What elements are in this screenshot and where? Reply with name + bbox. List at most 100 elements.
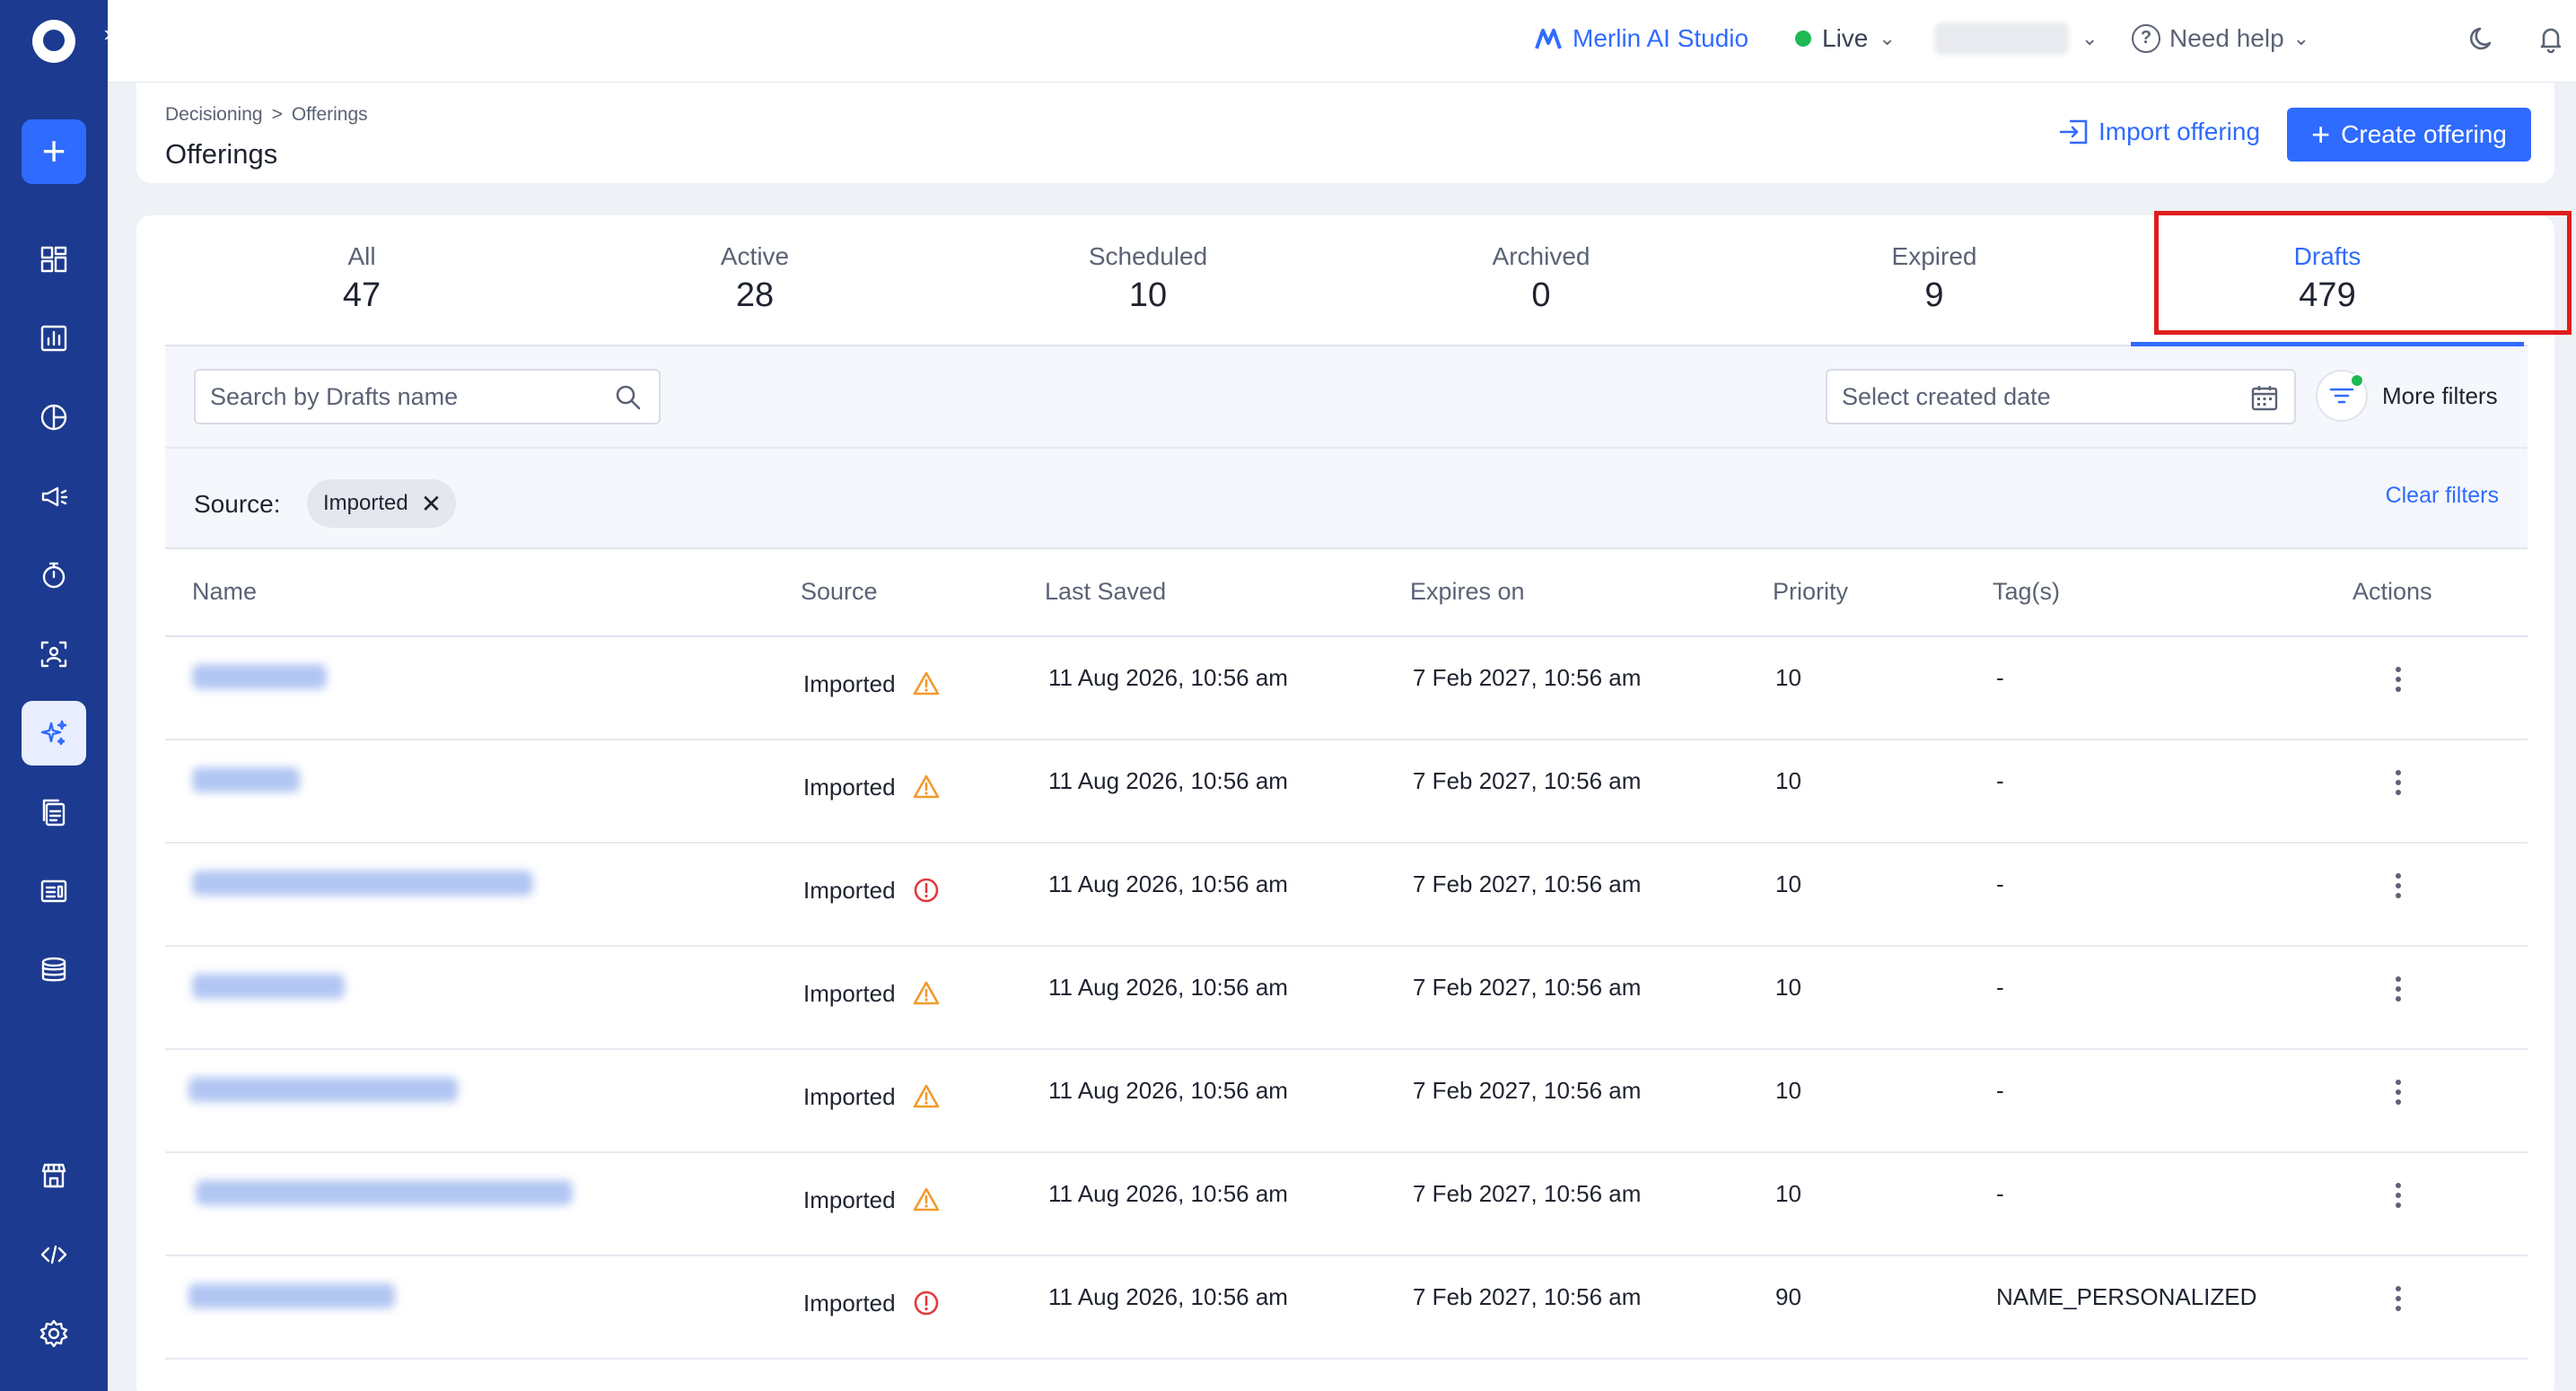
calendar-icon[interactable] — [2249, 382, 2280, 413]
remove-chip-close-icon[interactable]: ✕ — [420, 489, 442, 518]
chevron-down-icon: ⌄ — [2081, 27, 2098, 49]
last-saved-cell: 11 Aug 2026, 10:56 am — [1048, 767, 1288, 794]
tab-all[interactable]: All 47 — [165, 215, 558, 346]
create-new-button[interactable]: + — [22, 119, 86, 184]
nav-campaigns-megaphone-icon[interactable] — [22, 464, 86, 529]
warning-icon[interactable] — [912, 1185, 941, 1214]
search-icon[interactable] — [614, 383, 643, 412]
column-header-expires-on[interactable]: Expires on — [1410, 578, 1525, 605]
tab-scheduled[interactable]: Scheduled 10 — [951, 215, 1345, 346]
tags-cell: - — [1996, 974, 2004, 1001]
last-saved-cell: 11 Aug 2026, 10:56 am — [1048, 974, 1288, 1001]
app-logo[interactable] — [32, 20, 75, 63]
row-actions-kebab-icon[interactable] — [2389, 664, 2407, 695]
offering-name-redacted[interactable] — [192, 870, 533, 896]
nav-analytics-icon[interactable] — [22, 306, 86, 371]
need-help-label: Need help — [2169, 24, 2284, 52]
bell-icon — [2540, 28, 2562, 54]
priority-cell: 90 — [1775, 1283, 1801, 1310]
nav-content-documents-icon[interactable] — [22, 780, 86, 844]
workspace-dropdown[interactable]: ⌄ — [1934, 0, 2098, 77]
clear-filters-link[interactable]: Clear filters — [2385, 483, 2499, 508]
table-row[interactable]: Imported 11 Aug 2026, 10:56 am 7 Feb 202… — [165, 844, 2528, 947]
error-icon[interactable] — [912, 1289, 941, 1317]
table-row[interactable]: Imported 11 Aug 2026, 10:56 am 7 Feb 202… — [165, 1153, 2528, 1256]
offering-name-redacted[interactable] — [192, 767, 300, 792]
offering-name-redacted[interactable] — [192, 664, 327, 689]
import-offering-button[interactable]: Import offering — [2057, 106, 2260, 158]
tags-cell: - — [1996, 664, 2004, 691]
table-row[interactable]: Imported 11 Aug 2026, 10:56 am 7 Feb 202… — [165, 637, 2528, 740]
environment-status-dropdown[interactable]: Live ⌄ — [1795, 0, 1896, 77]
row-actions-kebab-icon[interactable] — [2389, 1283, 2407, 1314]
created-date-input[interactable] — [1842, 371, 2228, 423]
source-cell: Imported — [803, 979, 941, 1008]
nav-data-database-icon[interactable] — [22, 938, 86, 1002]
top-bar: Merlin AI Studio Live ⌄ ⌄ ? Need help ⌄ … — [108, 0, 2576, 83]
create-offering-button[interactable]: + Create offering — [2287, 108, 2531, 162]
help-icon: ? — [2132, 24, 2160, 53]
priority-cell: 10 — [1775, 974, 1801, 1001]
warning-icon[interactable] — [912, 773, 941, 801]
breadcrumb-decisioning[interactable]: Decisioning — [165, 104, 263, 125]
row-actions-kebab-icon[interactable] — [2389, 1077, 2407, 1107]
filter-divider — [165, 447, 2528, 449]
table-row[interactable]: Imported 11 Aug 2026, 10:56 am 7 Feb 202… — [165, 947, 2528, 1050]
error-icon[interactable] — [912, 876, 941, 905]
live-label: Live — [1822, 24, 1869, 52]
dark-mode-toggle[interactable] — [2468, 0, 2499, 77]
warning-icon[interactable] — [912, 1082, 941, 1111]
source-value: Imported — [803, 1289, 896, 1317]
merlin-ai-studio-link[interactable]: Merlin AI Studio — [1535, 0, 1748, 77]
last-saved-cell: 11 Aug 2026, 10:56 am — [1048, 870, 1288, 897]
column-header-actions: Actions — [2353, 578, 2432, 605]
tab-label: Drafts — [2293, 242, 2361, 270]
row-actions-kebab-icon[interactable] — [2389, 870, 2407, 901]
nav-templates-icon[interactable] — [22, 859, 86, 923]
tab-drafts[interactable]: Drafts 479 — [2131, 215, 2524, 346]
notifications-button[interactable] — [2536, 0, 2566, 77]
source-value: Imported — [803, 876, 896, 904]
offerings-table: Name Source Last Saved Expires on Priori… — [165, 549, 2528, 1360]
source-filter-label: Source: — [194, 490, 281, 518]
nav-journeys-timer-icon[interactable] — [22, 543, 86, 608]
offering-name-redacted[interactable] — [192, 974, 345, 999]
offering-name-redacted[interactable] — [188, 1077, 458, 1102]
row-actions-kebab-icon[interactable] — [2389, 767, 2407, 798]
offering-name-redacted[interactable] — [188, 1283, 395, 1308]
priority-cell: 10 — [1775, 767, 1801, 794]
need-help-dropdown[interactable]: ? Need help ⌄ — [2132, 0, 2309, 77]
tab-active[interactable]: Active 28 — [558, 215, 951, 346]
table-row[interactable]: Imported 11 Aug 2026, 10:56 am 7 Feb 202… — [165, 740, 2528, 844]
column-header-name[interactable]: Name — [192, 578, 258, 605]
nav-decisioning-sparkle-icon[interactable] — [22, 701, 86, 765]
warning-icon[interactable] — [912, 669, 941, 698]
nav-marketplace-store-icon[interactable] — [22, 1143, 86, 1208]
source-cell: Imported — [803, 1185, 941, 1214]
tab-label: Archived — [1492, 242, 1590, 270]
tab-count: 47 — [342, 276, 381, 314]
table-row[interactable]: Imported 11 Aug 2026, 10:56 am 7 Feb 202… — [165, 1256, 2528, 1360]
tab-archived[interactable]: Archived 0 — [1345, 215, 1738, 346]
nav-users-profile-icon[interactable] — [22, 622, 86, 687]
create-offering-label: Create offering — [2341, 120, 2507, 148]
search-input[interactable] — [210, 371, 605, 423]
last-saved-cell: 11 Aug 2026, 10:56 am — [1048, 1077, 1288, 1104]
column-header-priority[interactable]: Priority — [1773, 578, 1849, 605]
nav-developer-code-icon[interactable] — [22, 1222, 86, 1287]
page-title: Offerings — [165, 138, 278, 170]
warning-icon[interactable] — [912, 979, 941, 1008]
table-row[interactable]: Imported 11 Aug 2026, 10:56 am 7 Feb 202… — [165, 1050, 2528, 1153]
search-field — [194, 369, 661, 424]
offering-name-redacted[interactable] — [196, 1180, 573, 1205]
row-actions-kebab-icon[interactable] — [2389, 974, 2407, 1004]
tab-expired[interactable]: Expired 9 — [1738, 215, 2131, 346]
nav-dashboard-icon[interactable] — [22, 227, 86, 292]
offerings-panel: All 47 Active 28 Scheduled 10 Archived 0… — [136, 211, 2572, 1391]
column-header-last-saved[interactable]: Last Saved — [1045, 578, 1167, 605]
nav-segments-icon[interactable] — [22, 385, 86, 450]
row-actions-kebab-icon[interactable] — [2389, 1180, 2407, 1211]
tab-count: 9 — [1924, 276, 1944, 314]
nav-settings-gear-icon[interactable] — [22, 1301, 86, 1366]
more-filters-button[interactable]: More filters — [2316, 368, 2498, 424]
